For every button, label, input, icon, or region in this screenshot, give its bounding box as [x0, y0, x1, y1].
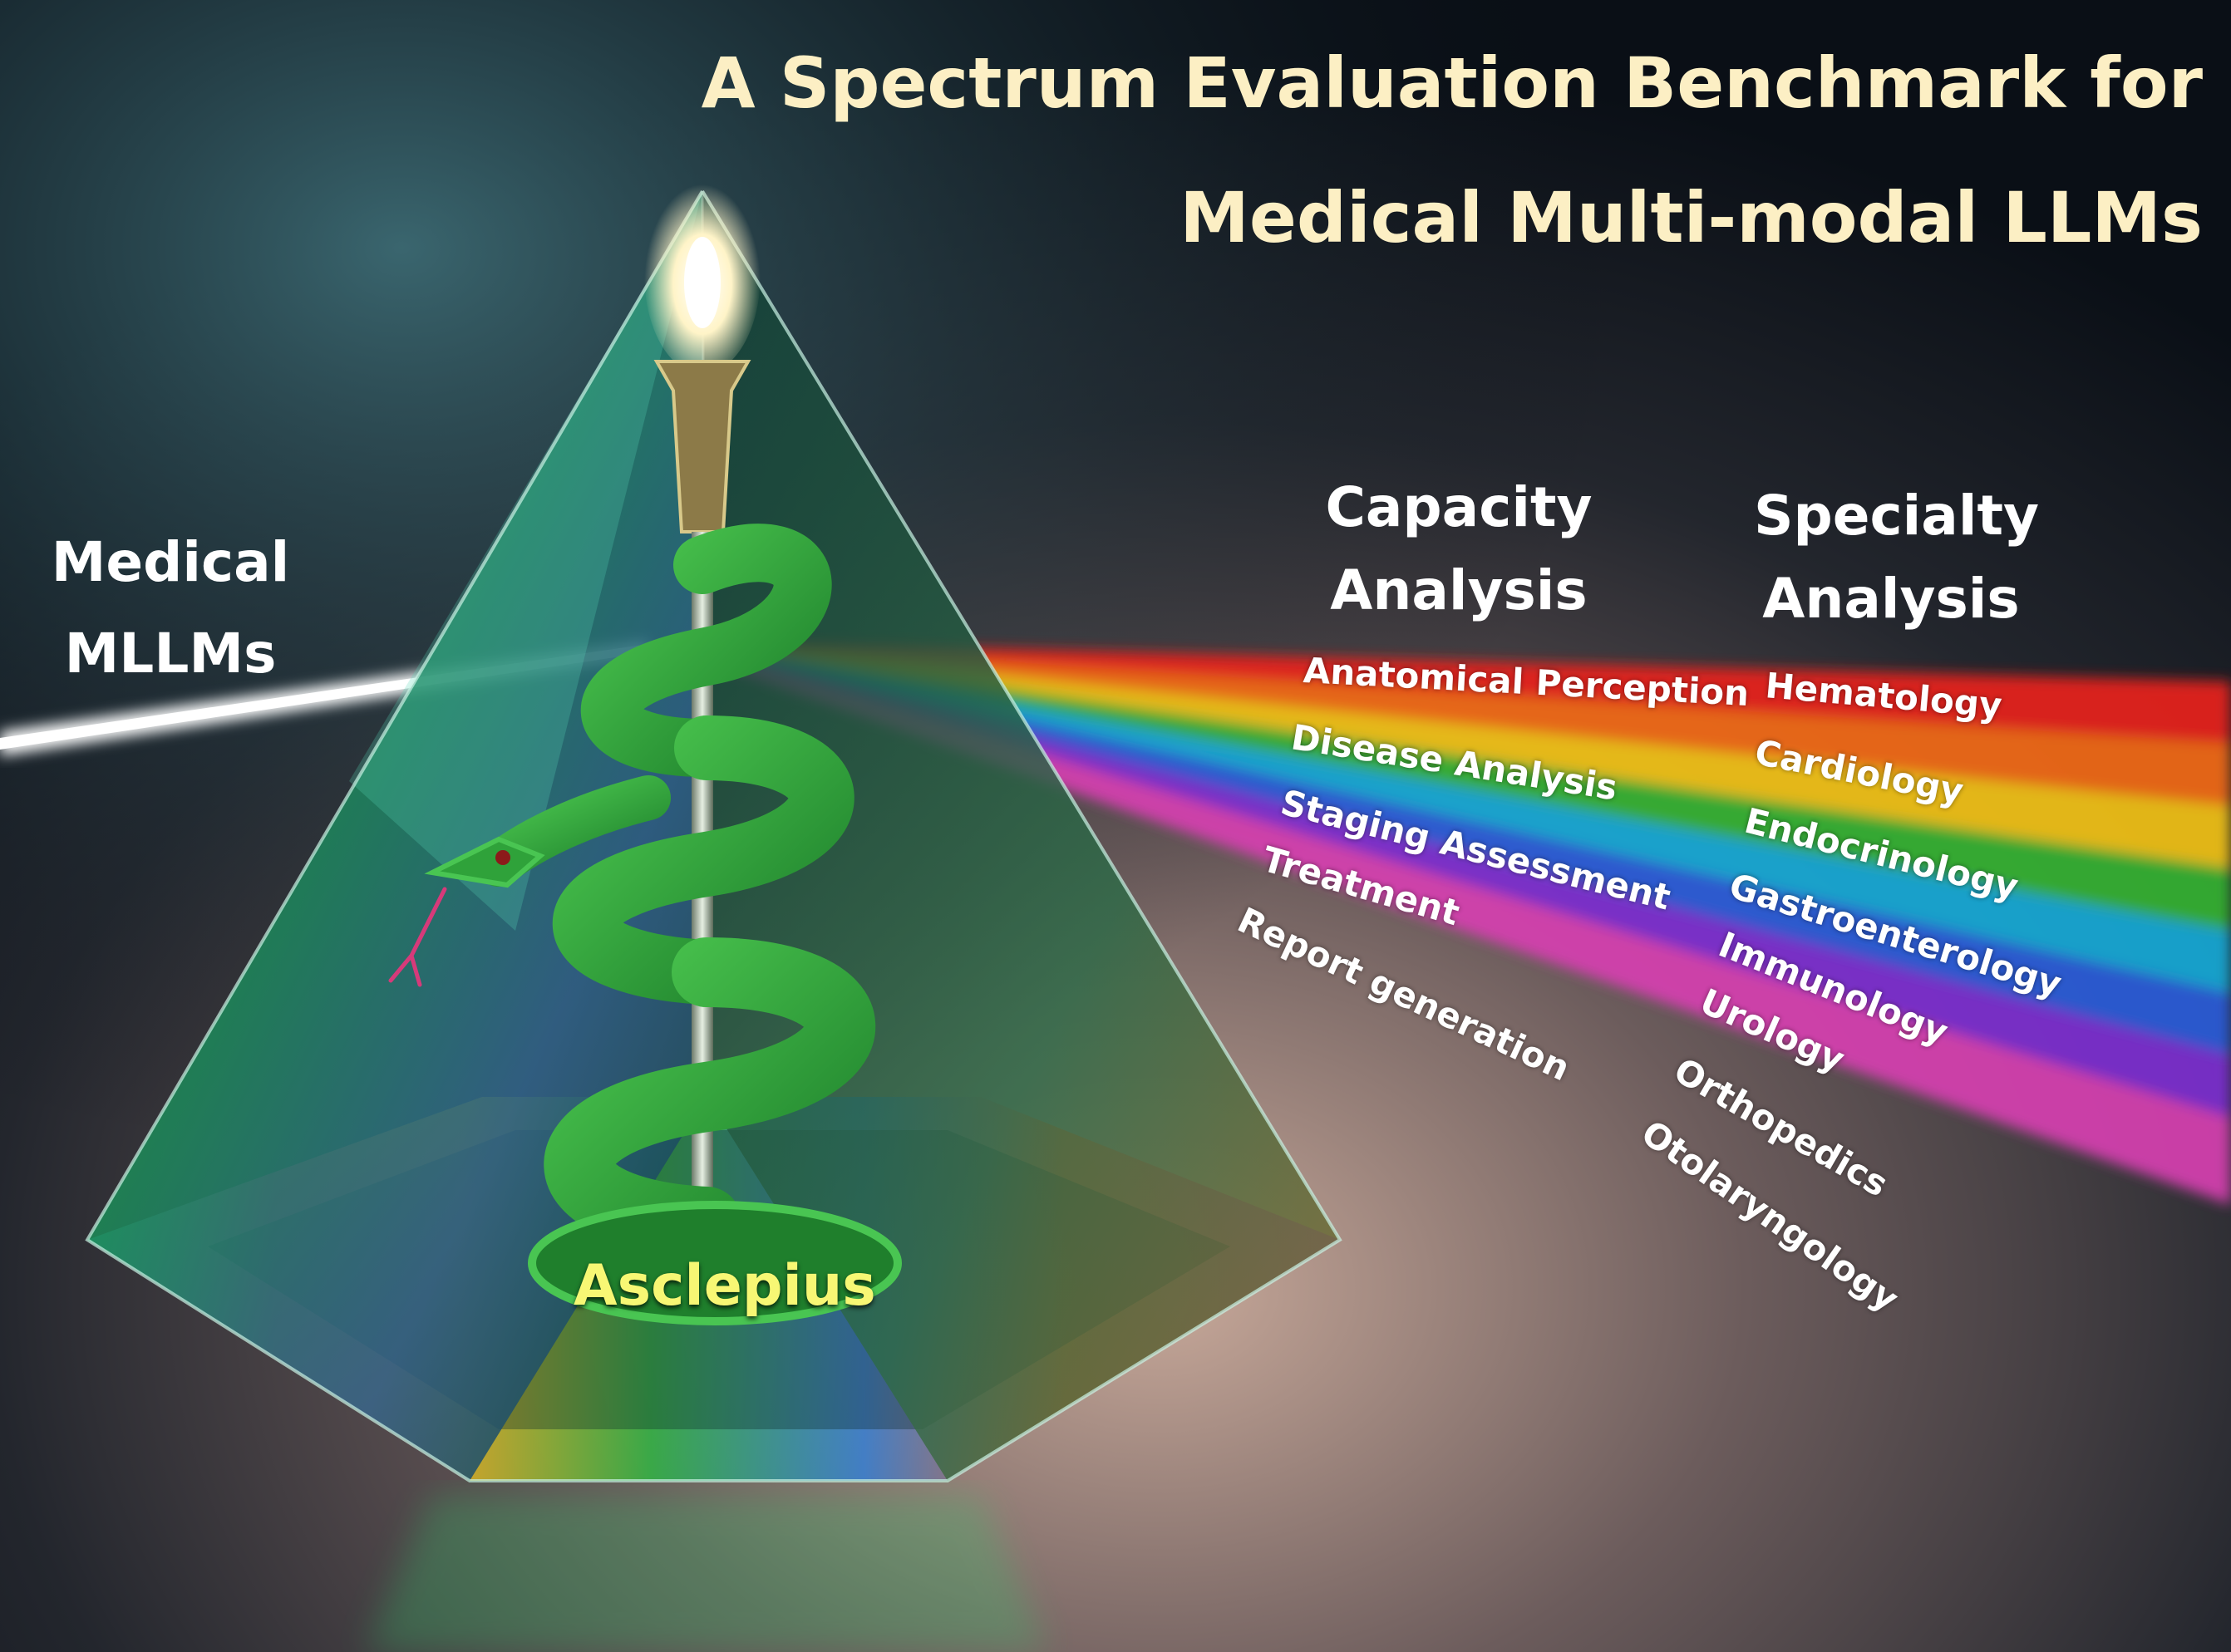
snake-coil-upper	[580, 524, 832, 777]
input-label-line-1: Medical	[51, 530, 290, 594]
specialty-heading-line-2: Analysis	[1762, 567, 2020, 631]
snake-icon	[388, 524, 902, 1325]
capacity-heading-line-1: Capacity	[1325, 475, 1593, 539]
title-line-2: Medical Multi-modal LLMs	[1180, 177, 2203, 258]
prism-floor-reflection	[366, 1496, 1047, 1652]
prism-right-face	[702, 191, 1340, 1481]
snake-coil-middle	[553, 715, 854, 1005]
snake-tongue	[388, 887, 447, 987]
title-line-1: A Spectrum Evaluation Benchmark for	[701, 42, 2203, 124]
prism-edges	[85, 189, 1342, 1482]
prism-left-highlight	[349, 191, 702, 931]
snake-coil-lower	[544, 937, 876, 1256]
torch-flame-core	[684, 237, 721, 328]
input-label-line-2: MLLMs	[64, 622, 277, 686]
snake-eye	[495, 850, 510, 865]
prism-label: Asclepius	[574, 1253, 876, 1319]
specialty-heading-line-1: Specialty	[1754, 484, 2040, 548]
snake-base-coil	[528, 1201, 902, 1325]
snake-head	[424, 836, 545, 888]
spectrum-rays	[731, 642, 2231, 1205]
spectrum-ray	[731, 659, 2231, 1205]
capacity-heading-line-2: Analysis	[1330, 558, 1588, 622]
